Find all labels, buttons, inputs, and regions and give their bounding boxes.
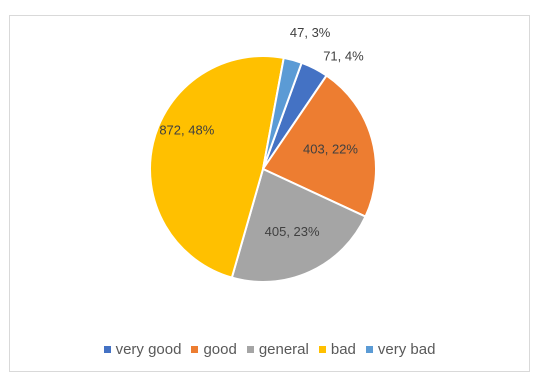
data-label-good: 403, 22% (303, 142, 358, 157)
legend-item-very-good: very good (103, 341, 182, 358)
legend-label-very-bad: very bad (377, 341, 436, 358)
data-label-general: 405, 23% (265, 224, 320, 239)
data-label-bad: 872, 48% (159, 122, 214, 137)
legend: very good good general bad very bad (0, 341, 539, 358)
legend-item-good: good (191, 341, 237, 358)
legend-swatch-bad (318, 346, 326, 353)
legend-label-very-good: very good (115, 341, 182, 358)
legend-label-general: general (258, 341, 309, 358)
pie-slices (149, 55, 377, 283)
pie-slice-bad (149, 55, 285, 279)
data-label-very-good: 71, 4% (323, 49, 364, 64)
data-labels: 71, 4% 403, 22% 405, 23% 872, 48% 47, 3% (159, 25, 364, 239)
legend-item-bad: bad (318, 341, 356, 358)
legend-swatch-general (246, 346, 254, 353)
legend-swatch-very-bad (365, 346, 373, 353)
legend-label-bad: bad (330, 341, 356, 358)
legend-swatch-very-good (103, 346, 111, 353)
legend-label-good: good (203, 341, 237, 358)
legend-item-general: general (246, 341, 309, 358)
data-label-very-bad: 47, 3% (290, 25, 331, 40)
legend-swatch-good (191, 346, 199, 353)
pie-slice-general (230, 167, 367, 283)
legend-item-very-bad: very bad (365, 341, 436, 358)
pie-slice-very-bad (262, 56, 303, 170)
